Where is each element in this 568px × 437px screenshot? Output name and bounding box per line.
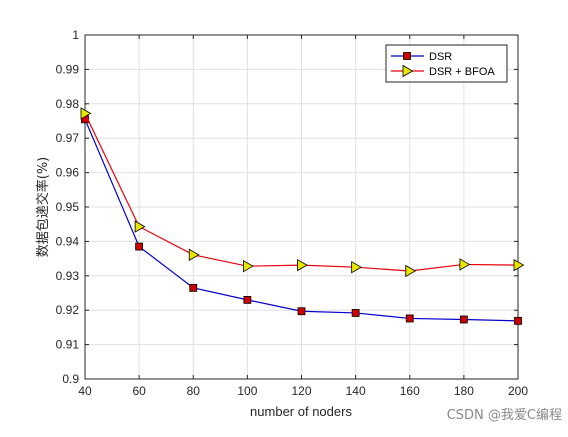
legend: DSR DSR + BFOA bbox=[385, 44, 508, 83]
data-point bbox=[405, 264, 417, 278]
y-tick-label: 0.99 bbox=[56, 62, 80, 76]
data-point bbox=[188, 248, 200, 262]
series-dsr bbox=[81, 115, 522, 325]
y-axis-label: 数据包递交率(%) bbox=[35, 157, 51, 258]
x-axis-label: number of noders bbox=[250, 404, 352, 419]
data-point bbox=[242, 259, 254, 273]
x-axis-ticks: 40 60 80 100 120 140 160 180 200 bbox=[78, 35, 528, 398]
x-tick-label: 140 bbox=[346, 384, 366, 398]
data-point bbox=[243, 295, 252, 304]
y-tick-label: 1 bbox=[72, 28, 79, 42]
y-tick-label: 0.92 bbox=[56, 303, 80, 317]
legend-label: DSR bbox=[429, 51, 452, 63]
data-point bbox=[80, 107, 92, 120]
data-point bbox=[351, 309, 360, 317]
legend-box bbox=[385, 44, 508, 83]
data-point bbox=[513, 258, 525, 272]
x-tick-label: 180 bbox=[454, 384, 474, 398]
y-tick-label: 0.95 bbox=[56, 200, 80, 214]
x-tick-label: 200 bbox=[508, 384, 528, 398]
x-tick-label: 160 bbox=[400, 384, 420, 398]
legend-marker bbox=[402, 64, 414, 78]
data-point bbox=[297, 307, 306, 316]
x-tick-label: 40 bbox=[78, 384, 92, 398]
y-tick-label: 0.91 bbox=[56, 338, 80, 352]
data-point bbox=[514, 316, 522, 325]
y-tick-label: 0.96 bbox=[56, 166, 80, 180]
y-tick-label: 0.9 bbox=[62, 372, 79, 386]
y-tick-label: 0.97 bbox=[56, 131, 80, 145]
x-tick-label: 120 bbox=[291, 384, 311, 398]
y-tick-label: 0.93 bbox=[56, 269, 80, 283]
data-point bbox=[459, 315, 468, 324]
data-point bbox=[405, 314, 414, 323]
series-group bbox=[80, 107, 525, 325]
data-point bbox=[134, 220, 146, 233]
y-tick-label: 0.98 bbox=[56, 97, 80, 111]
legend-label: DSR + BFOA bbox=[429, 66, 495, 78]
x-tick-label: 80 bbox=[187, 384, 201, 398]
watermark: CSDN @我爱C编程 bbox=[447, 408, 562, 423]
x-tick-label: 100 bbox=[237, 384, 257, 398]
legend-marker bbox=[403, 52, 411, 60]
series-dsr-bfoa bbox=[80, 107, 525, 278]
data-point bbox=[189, 283, 198, 292]
data-point bbox=[297, 258, 308, 272]
y-axis-ticks: 0.9 0.91 0.92 0.93 0.94 0.95 0.96 0.97 0.98 0.99 1 bbox=[56, 28, 518, 386]
data-point bbox=[135, 242, 144, 251]
y-tick-label: 0.94 bbox=[56, 234, 80, 248]
data-point bbox=[459, 258, 471, 271]
x-tick-label: 60 bbox=[132, 384, 146, 398]
data-point bbox=[351, 261, 362, 274]
